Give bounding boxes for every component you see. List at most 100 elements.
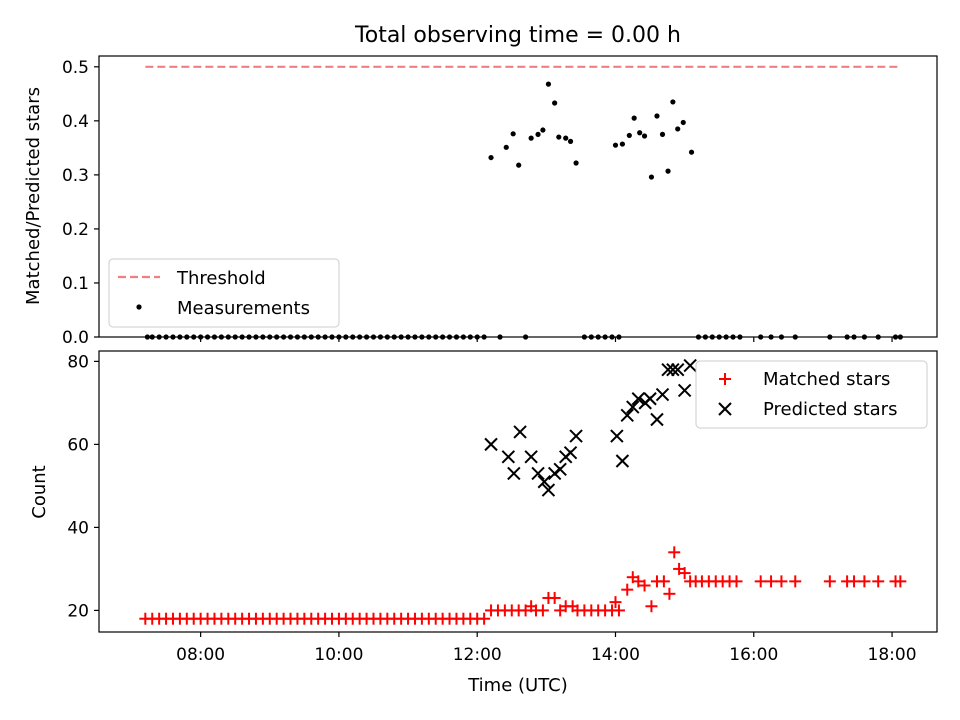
top-y-axis: 0.0 0.1 0.2 0.3 0.4 0.5 xyxy=(62,58,99,348)
measurement-point xyxy=(688,149,695,155)
y-tick-label: 0.2 xyxy=(62,220,89,240)
y-tick-label: 0.0 xyxy=(62,328,89,348)
measurement-point xyxy=(641,133,648,139)
y-tick-label: 0.3 xyxy=(62,166,89,186)
measurement-point xyxy=(516,162,522,168)
bottom-y-axis: 20 40 60 80 xyxy=(67,352,99,621)
matched-star-point xyxy=(536,604,549,617)
predicted-star-point xyxy=(531,466,545,481)
matched-star-point xyxy=(632,575,645,588)
predicted-star-point xyxy=(650,412,664,427)
measurement-point xyxy=(670,99,676,105)
predicted-star-point xyxy=(537,475,551,489)
bottom-x-axis: 08:00 10:00 12:00 14:00 16:00 18:00 xyxy=(176,632,917,665)
matched-star-point xyxy=(645,600,658,613)
predicted-star-point xyxy=(563,445,578,460)
measurement-point xyxy=(552,100,558,106)
matched-star-point xyxy=(621,583,634,596)
measurement-point xyxy=(563,135,569,141)
measurement-point xyxy=(631,115,637,121)
chart-title: Total observing time = 0.00 h xyxy=(354,23,681,48)
matched-star-point xyxy=(730,575,743,588)
matched-star-point xyxy=(872,575,885,588)
matched-star-point xyxy=(678,567,691,580)
measurement-point xyxy=(535,131,541,137)
predicted-star-point xyxy=(610,429,624,443)
measurement-point xyxy=(528,135,534,141)
matched-star-point xyxy=(609,596,622,609)
predicted-star-point xyxy=(666,362,680,377)
measurement-point xyxy=(567,138,574,144)
measurement-point xyxy=(510,131,516,137)
top-legend: Threshold Measurements xyxy=(108,258,340,328)
predicted-star-point xyxy=(655,387,670,402)
bottom-legend: Matched stars Predicted stars xyxy=(695,360,928,429)
matched-star-point xyxy=(823,575,836,588)
measurement-point xyxy=(573,160,579,166)
measurements-legend-swatch xyxy=(136,304,142,310)
measurement-point xyxy=(503,144,509,150)
predicted-stars-series xyxy=(484,358,697,497)
measurement-point xyxy=(659,131,666,137)
top-y-axis-label: Matched/Predicted stars xyxy=(23,87,44,305)
measurement-point xyxy=(556,134,562,140)
x-tick-label: 12:00 xyxy=(453,645,502,665)
matched-star-point xyxy=(663,587,676,600)
x-tick-label: 10:00 xyxy=(314,645,363,665)
predicted-star-point xyxy=(569,429,583,443)
matched-star-point xyxy=(848,575,861,588)
top-legend-box xyxy=(108,258,340,328)
predicted-star-point xyxy=(513,425,527,439)
y-tick-label: 0.4 xyxy=(62,112,89,132)
x-axis-label: Time (UTC) xyxy=(467,675,568,696)
predicted-star-point xyxy=(643,392,657,406)
measurement-point xyxy=(545,81,552,87)
predicted-star-point xyxy=(553,462,567,477)
predicted-star-point xyxy=(661,362,675,377)
measurement-point xyxy=(654,113,660,119)
predicted-star-point xyxy=(626,400,640,414)
matched-stars-series xyxy=(139,546,907,625)
measurement-point xyxy=(488,154,494,161)
y-tick-label: 0.1 xyxy=(62,274,89,294)
measurement-point xyxy=(626,132,632,139)
predicted-star-point xyxy=(484,437,498,452)
matched-star-point xyxy=(668,546,681,559)
x-tick-label: 08:00 xyxy=(176,645,225,665)
matched-star-point xyxy=(858,575,871,588)
predicted-star-point xyxy=(501,450,516,464)
matched-legend-swatch xyxy=(719,373,731,385)
y-tick-label: 80 xyxy=(67,352,89,372)
bottom-legend-box xyxy=(695,360,928,429)
measurement-point xyxy=(648,174,655,180)
top-plot-frame xyxy=(98,55,938,338)
legend-label-threshold: Threshold xyxy=(176,268,266,289)
matched-star-point xyxy=(612,604,625,617)
predicted-star-point xyxy=(620,408,634,423)
x-tick-label: 16:00 xyxy=(729,645,778,665)
matched-star-point xyxy=(789,575,802,588)
y-tick-label: 0.5 xyxy=(62,58,89,78)
measurement-point xyxy=(665,168,671,174)
y-tick-label: 20 xyxy=(67,601,89,621)
measurement-point xyxy=(637,130,643,136)
predicted-star-point xyxy=(677,383,692,398)
legend-label-matched: Matched stars xyxy=(763,369,890,390)
predicted-star-point xyxy=(524,450,538,464)
legend-label-measurements: Measurements xyxy=(177,298,310,319)
matched-star-point xyxy=(638,579,651,592)
predicted-star-point xyxy=(671,362,685,377)
matched-star-point xyxy=(754,575,767,588)
matched-star-point xyxy=(775,575,788,588)
predicted-star-point xyxy=(683,358,697,373)
matched-star-point xyxy=(765,575,778,588)
predicted-star-point xyxy=(541,483,556,497)
predicted-legend-swatch xyxy=(718,402,732,416)
predicted-star-point xyxy=(615,454,630,468)
bottom-plot-frame xyxy=(98,350,938,633)
measurement-point xyxy=(540,127,546,133)
predicted-star-point xyxy=(631,392,646,406)
x-tick-label: 18:00 xyxy=(868,645,917,665)
y-tick-label: 60 xyxy=(67,435,89,455)
